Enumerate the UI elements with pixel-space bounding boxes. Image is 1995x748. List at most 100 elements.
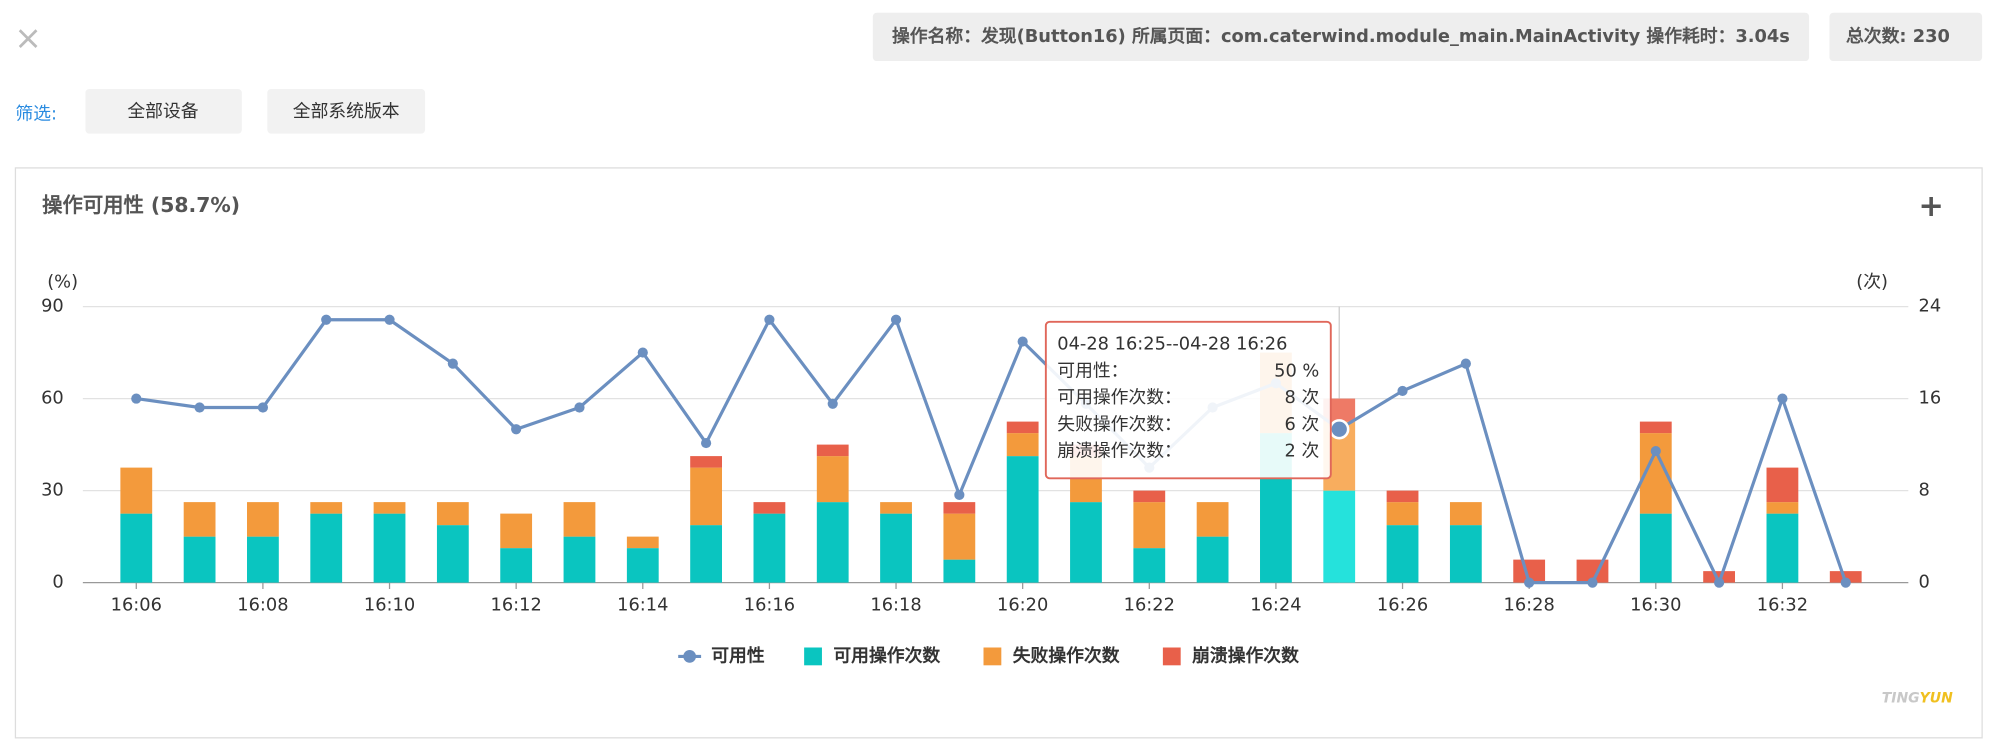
tooltip-value: 2 次 — [1285, 441, 1320, 462]
bar-segment — [1386, 490, 1419, 503]
filter-button-text[interactable]: 全部设备 — [127, 101, 198, 122]
bar-segment — [816, 444, 849, 457]
filter-button[interactable] — [267, 89, 426, 134]
tooltip-label: 失败操作次数： — [1057, 414, 1182, 435]
x-tick-label: 16:18 — [870, 595, 921, 616]
bar-segment — [690, 467, 722, 526]
line-point — [194, 402, 205, 413]
bar-segment — [1386, 525, 1419, 583]
bar-segment — [1133, 548, 1166, 583]
bar-segment — [373, 502, 406, 514]
bar-segment — [1639, 513, 1672, 583]
y-tick-label: 0 — [52, 572, 63, 593]
line-point — [701, 437, 712, 449]
bar-segment — [436, 502, 469, 526]
line-point — [1460, 358, 1471, 369]
bar-segment — [1449, 502, 1482, 526]
bar-segment — [943, 502, 976, 514]
bar-segment — [183, 536, 216, 583]
x-tick-label: 16:22 — [1124, 595, 1175, 616]
bar-segment — [1386, 502, 1419, 526]
x-tick-label: 16:30 — [1630, 595, 1681, 616]
y-tick-label: 30 — [41, 480, 64, 501]
info-box — [872, 12, 1810, 62]
y-tick-label: 90 — [41, 296, 64, 317]
bar-segment — [626, 548, 659, 583]
bar-segment — [880, 513, 912, 583]
bar-segment — [1006, 456, 1039, 583]
chart-title: 操作可用性 (58.7%) — [42, 193, 240, 217]
filter-label: 筛选: — [15, 103, 57, 124]
y2-tick-label: 0 — [1919, 572, 1930, 593]
close-button[interactable]: × — [14, 18, 42, 57]
line-point — [1777, 393, 1788, 404]
bar-segment — [1070, 502, 1102, 583]
bar-segment — [1513, 559, 1546, 583]
bar-segment — [1703, 571, 1736, 583]
bar-segment — [880, 502, 912, 514]
line-point — [1397, 385, 1408, 397]
line-point — [1587, 577, 1598, 588]
tooltip-value: 50 % — [1274, 360, 1319, 381]
line-point — [131, 393, 142, 404]
logo: TINGYUN — [1882, 690, 1953, 706]
line-point — [257, 402, 268, 413]
bar-segment — [310, 513, 343, 583]
legend-marker — [1162, 647, 1181, 666]
legend-item[interactable]: 可用性 — [678, 644, 765, 666]
x-tick-label: 16:24 — [1250, 595, 1301, 616]
tooltip-value: 6 次 — [1285, 414, 1320, 435]
bar-segment — [1766, 467, 1799, 503]
tooltip-label: 可用操作次数： — [1057, 387, 1182, 408]
filter-button-text[interactable]: 全部系统版本 — [293, 101, 400, 122]
x-tick-label: 16:20 — [997, 595, 1048, 616]
bar-segment — [626, 536, 659, 549]
line-point — [954, 489, 965, 500]
filter-button[interactable] — [85, 89, 242, 134]
y2-axis-label: (次) — [1856, 271, 1888, 292]
bar-segment — [373, 513, 406, 583]
legend-marker — [804, 647, 822, 666]
bar-segment — [120, 513, 153, 583]
bar-segment — [1766, 502, 1799, 514]
bar-segment — [1133, 502, 1166, 549]
tooltip-label: 崩溃操作次数： — [1057, 441, 1182, 462]
line-point — [321, 314, 332, 325]
bar-segment — [183, 502, 216, 537]
bar-segment — [1196, 502, 1229, 537]
line-point — [764, 314, 775, 325]
total-box — [1829, 12, 1983, 62]
x-tick-label: 16:28 — [1504, 595, 1555, 616]
line-point — [1840, 577, 1851, 588]
tooltip: 04-28 16:25--04-28 16:26 可用性： 50 % 可用操作次数： 8… — [1044, 320, 1332, 480]
expand-button[interactable]: + — [1918, 189, 1944, 224]
y-axis-label: (%) — [47, 271, 78, 292]
y2-tick-label: 8 — [1919, 480, 1930, 501]
legend-item[interactable]: 失败操作次数 — [983, 644, 1120, 666]
y2-tick-label: 24 — [1919, 296, 1942, 317]
bar-segment — [816, 502, 849, 583]
bar-segment — [1006, 433, 1039, 457]
bar-segment — [690, 525, 722, 583]
line-point — [384, 314, 395, 325]
bar-segment — [120, 467, 153, 514]
legend-item[interactable]: 崩溃操作次数 — [1162, 644, 1299, 666]
legend-item[interactable]: 可用操作次数 — [804, 644, 940, 666]
line-point — [1524, 577, 1535, 588]
line-point — [1714, 577, 1725, 588]
bar-segment — [500, 548, 533, 583]
bar-segment — [1323, 490, 1356, 583]
x-tick-label: 16:08 — [237, 595, 288, 616]
x-tick-label: 16:10 — [364, 595, 415, 616]
bar-segment — [1766, 513, 1799, 583]
y2-tick-label: 16 — [1919, 388, 1942, 409]
tooltip-box — [1044, 320, 1332, 480]
bar-segment — [247, 536, 279, 583]
bar-segment — [563, 502, 596, 537]
tooltip-value: 8 次 — [1285, 387, 1320, 408]
x-tick-label: 16:06 — [111, 595, 162, 616]
bar-segment — [436, 525, 469, 583]
bar-segment — [500, 513, 533, 549]
legend-label: 可用操作次数 — [833, 644, 940, 666]
bar-segment — [753, 502, 786, 514]
